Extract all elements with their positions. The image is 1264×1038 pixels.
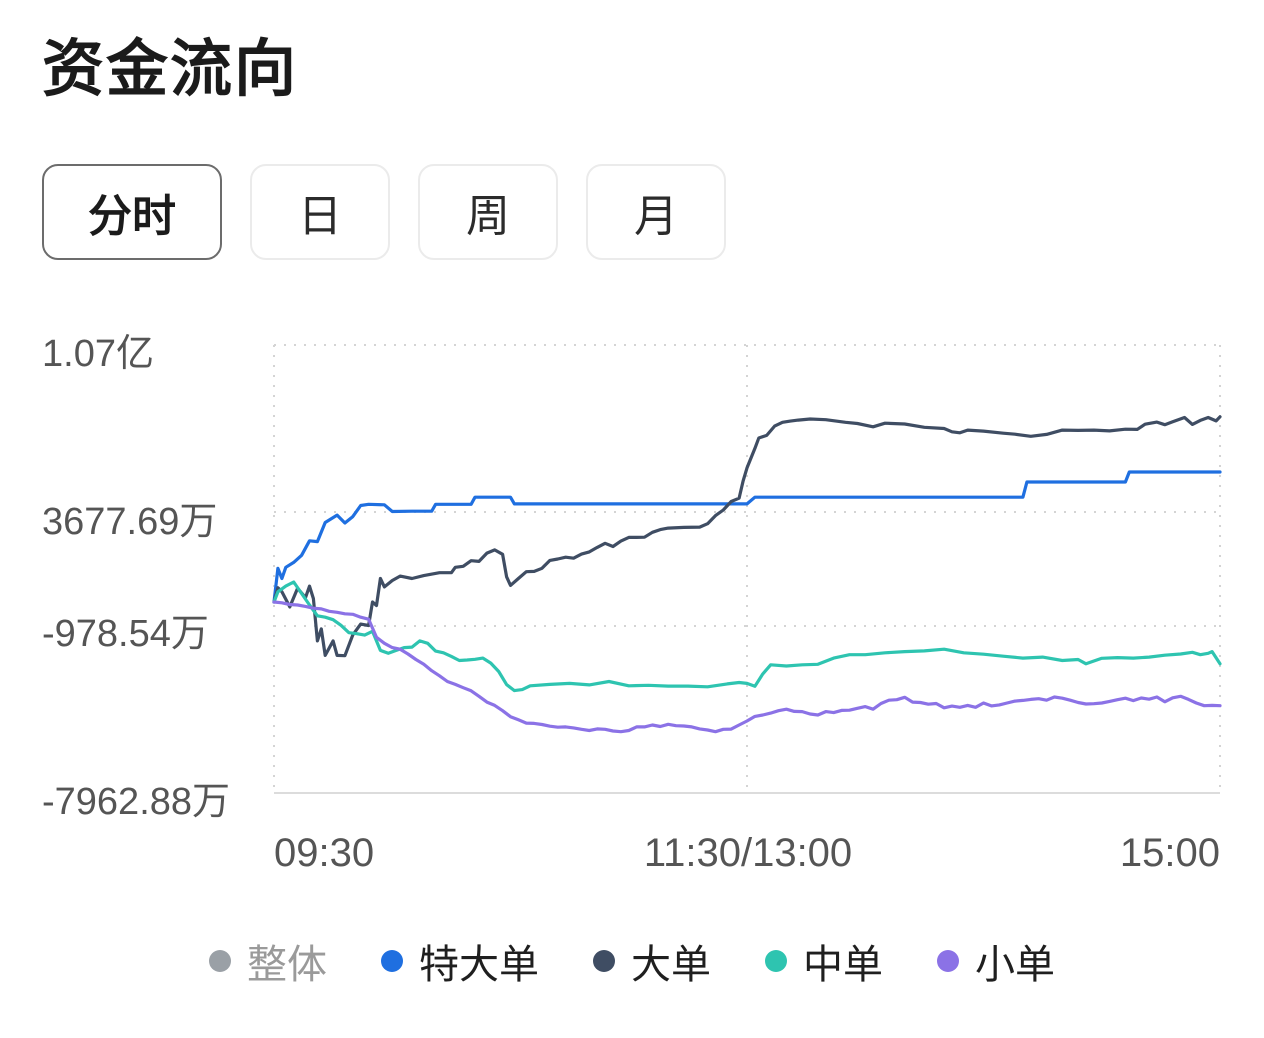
series-line-特大单 <box>272 470 1222 604</box>
y-axis-labels: 1.07亿 3677.69万 -978.54万 -7962.88万 <box>42 333 230 823</box>
series-line-大单 <box>272 415 1222 658</box>
page-title: 资金流向 <box>42 32 299 105</box>
y-tick-label: -978.54万 <box>42 613 209 655</box>
legend-item-large[interactable]: 大单 <box>593 932 711 990</box>
legend-dot-icon <box>765 950 787 972</box>
legend-label: 整体 <box>247 942 327 988</box>
chart-legend: 整体 特大单 大单 中单 小单 <box>0 932 1264 990</box>
legend-dot-icon <box>937 950 959 972</box>
legend-label: 中单 <box>803 942 883 988</box>
x-tick-label: 09:30 <box>274 831 374 875</box>
legend-item-small[interactable]: 小单 <box>937 932 1055 990</box>
legend-item-medium[interactable]: 中单 <box>765 932 883 990</box>
y-tick-label: 1.07亿 <box>42 333 154 375</box>
x-axis-labels: 09:30 11:30/13:00 15:00 <box>274 831 1220 875</box>
capital-flow-chart: 1.07亿 3677.69万 -978.54万 -7962.88万 09:30 11:3… <box>42 333 1222 875</box>
legend-item-super-large[interactable]: 特大单 <box>381 932 539 990</box>
legend-item-overall[interactable]: 整体 <box>209 932 327 990</box>
chart-series <box>272 415 1222 734</box>
legend-dot-icon <box>593 950 615 972</box>
legend-label: 大单 <box>631 942 711 988</box>
series-line-中单 <box>272 580 1222 693</box>
y-tick-label: 3677.69万 <box>42 501 217 543</box>
tab-month[interactable]: 月 <box>586 164 726 260</box>
x-tick-label: 11:30/13:00 <box>644 831 852 875</box>
tab-intraday[interactable]: 分时 <box>42 164 222 260</box>
legend-dot-icon <box>209 950 231 972</box>
tab-day[interactable]: 日 <box>250 164 390 260</box>
series-line-小单 <box>272 600 1222 734</box>
legend-dot-icon <box>381 950 403 972</box>
y-tick-label: -7962.88万 <box>42 781 230 823</box>
legend-label: 特大单 <box>419 942 539 988</box>
x-tick-label: 15:00 <box>1120 831 1220 875</box>
chart-grid <box>273 344 1221 794</box>
legend-label: 小单 <box>975 942 1055 988</box>
period-tabs: 分时 日 周 月 <box>42 164 726 260</box>
tab-week[interactable]: 周 <box>418 164 558 260</box>
